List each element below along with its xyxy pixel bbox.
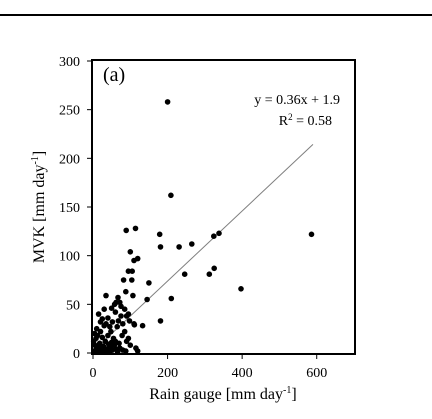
data-point [125,335,132,342]
data-point [131,257,137,264]
data-point [111,301,118,308]
data-point [114,323,120,330]
axes-layer: 0 200 400 600 0 50 100 150 200 250 300 [59,55,327,381]
data-point [144,296,150,303]
page-rule [0,14,432,16]
data-point [146,280,152,286]
x-tick-label: 400 [232,366,253,381]
y-axis-title-superscript: -1 [30,156,41,164]
data-point [132,225,139,232]
data-point [99,334,106,341]
x-tick-label: 0 [90,366,97,381]
data-point [107,323,113,330]
data-point [156,231,163,238]
data-point [139,322,146,329]
data-point [91,330,98,337]
r-squared-letter: R [279,114,289,129]
x-axis-title-tail: ] [291,386,296,403]
data-point [103,292,109,299]
data-point [308,231,315,238]
data-point [105,332,111,339]
data-point [129,268,135,275]
data-point [181,271,188,278]
marks-layer [90,99,315,355]
y-tick-label: 150 [59,201,80,216]
fit-equation: y = 0.36x + 1.9 [254,93,340,108]
data-point [206,271,213,278]
data-point [108,328,114,335]
data-point [127,342,134,349]
y-tick-label: 100 [59,250,80,265]
data-point [109,319,116,325]
data-point [120,321,126,327]
data-point [123,227,129,234]
data-point [101,306,107,313]
data-point [115,318,122,324]
r-squared-label: R2 = 0.58 [279,112,332,129]
data-point [120,347,126,353]
data-point [97,328,104,335]
data-point [121,306,128,313]
data-point [211,233,217,239]
data-point [95,311,102,317]
data-point [105,315,111,321]
data-point [189,241,195,247]
data-point [216,230,222,237]
x-tick-label: 600 [306,366,327,381]
data-point [120,277,127,283]
data-point [134,348,141,354]
data-point [126,318,133,324]
y-tick-label: 50 [66,298,80,313]
x-axis-title: Rain gauge [mm day-1] [149,385,296,403]
y-tick-label: 250 [59,104,80,119]
x-tick-label: 200 [157,366,178,381]
data-point [123,288,129,295]
data-point [108,339,115,346]
y-tick-label: 0 [73,347,80,362]
data-point [127,249,134,255]
data-point [108,305,115,312]
r-squared-value: = 0.58 [293,114,332,129]
data-point [176,244,182,250]
y-axis-title: MVK [mm day-1] [30,151,48,263]
data-point [116,340,122,347]
data-point [131,321,137,327]
y-tick-label: 200 [59,152,80,167]
regression-line [92,144,314,352]
data-point [238,286,244,292]
r-squared-superscript: 2 [288,112,293,122]
y-axis-title-main: MVK [mm day [31,165,48,264]
data-point [168,295,175,302]
data-point [129,277,135,283]
y-axis-title-tail: ] [31,151,48,156]
x-axis-title-superscript: -1 [283,385,291,396]
data-point [118,313,124,319]
data-point [168,192,174,199]
data-point [97,319,104,325]
data-point [119,332,125,339]
data-point [164,99,171,105]
data-point [211,265,217,272]
data-point [125,311,132,317]
data-point [93,325,100,332]
panel-label: (a) [103,64,125,86]
data-point [157,244,164,250]
data-point [130,292,136,299]
x-axis-title-main: Rain gauge [mm day [149,386,283,403]
data-point [157,318,164,324]
data-point [115,294,121,301]
y-tick-label: 300 [59,55,80,70]
data-point [103,321,109,327]
data-point [112,309,119,315]
